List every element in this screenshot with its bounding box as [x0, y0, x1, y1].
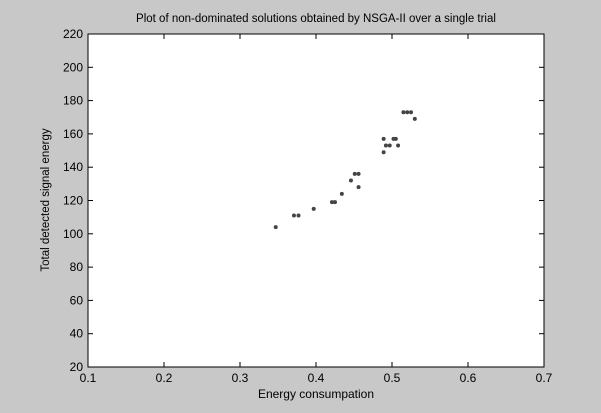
- data-point-18: [401, 110, 406, 115]
- x-tick-label: 0.1: [80, 371, 97, 385]
- data-point-7: [348, 178, 353, 183]
- y-tick-label: 220: [63, 27, 83, 41]
- data-point-1: [291, 213, 296, 218]
- data-point-19: [405, 110, 410, 115]
- y-tick-label: 200: [63, 60, 83, 74]
- data-point-5: [333, 200, 337, 205]
- data-point-11: [381, 136, 386, 141]
- x-tick-label: 0.4: [308, 371, 325, 385]
- data-points: [273, 110, 417, 230]
- data-point-14: [387, 143, 392, 148]
- data-point-10: [356, 185, 361, 190]
- y-tick-label: 140: [63, 160, 83, 174]
- x-axis-label: Energy consumpation: [258, 387, 374, 401]
- data-point-20: [409, 110, 413, 115]
- y-tick-label: 180: [63, 94, 83, 108]
- data-point-9: [356, 171, 361, 176]
- x-tick-label: 0.5: [384, 371, 401, 385]
- plot-area: [87, 33, 545, 368]
- data-point-4: [329, 200, 334, 205]
- data-point-6: [339, 191, 344, 196]
- data-point-3: [311, 206, 316, 211]
- y-tick-label: 40: [70, 327, 84, 341]
- data-point-12: [381, 150, 386, 155]
- y-tick-label: 100: [63, 227, 83, 241]
- y-tick-label: 20: [70, 360, 84, 374]
- x-tick-label: 0.2: [156, 371, 173, 385]
- data-point-0: [273, 225, 278, 230]
- y-tick-label: 120: [63, 194, 83, 208]
- y-tick-label: 160: [63, 127, 83, 141]
- chart-title: Plot of non-dominated solutions obtained…: [136, 13, 496, 25]
- data-point-8: [352, 171, 357, 176]
- data-point-17: [396, 143, 401, 148]
- data-point-21: [412, 116, 417, 121]
- data-point-13: [383, 143, 388, 148]
- y-tick-label: 80: [70, 260, 84, 274]
- x-tick-label: 0.6: [460, 371, 477, 385]
- x-tick-label: 0.3: [232, 371, 249, 385]
- axis-ticks: 0.1 0.2 0.3 0.4 0.5 0.6 0.7 20 40 60 80 100 120 140 16…: [63, 27, 553, 385]
- y-axis-label: Total detected signal energy: [40, 128, 52, 271]
- x-tick-label: 0.7: [536, 371, 553, 385]
- data-point-16: [393, 136, 398, 141]
- data-point-2: [296, 213, 301, 218]
- y-tick-label: 60: [70, 293, 84, 307]
